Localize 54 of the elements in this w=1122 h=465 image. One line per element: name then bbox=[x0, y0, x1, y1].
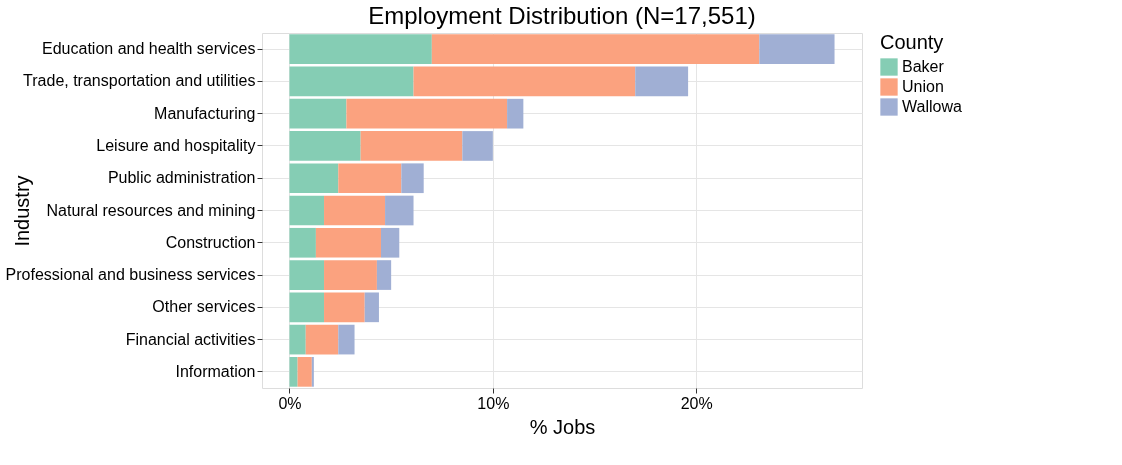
bar bbox=[360, 131, 463, 161]
bar bbox=[380, 227, 400, 258]
bar bbox=[289, 260, 325, 290]
bar bbox=[376, 260, 392, 290]
bar bbox=[364, 292, 379, 323]
y-tick-label: Information bbox=[175, 362, 256, 380]
y-tick-label: Public administration bbox=[107, 169, 256, 187]
bar bbox=[289, 292, 325, 323]
bar bbox=[289, 357, 298, 387]
y-tick-label: Manufacturing bbox=[154, 104, 256, 122]
bar bbox=[462, 131, 493, 161]
bar bbox=[338, 163, 402, 194]
bar bbox=[507, 98, 524, 129]
legend-label: Baker bbox=[902, 58, 945, 75]
y-tick-label: Other services bbox=[152, 298, 256, 316]
x-axis-title: % Jobs bbox=[529, 415, 596, 438]
x-tick-label: 10% bbox=[477, 394, 510, 412]
bar bbox=[401, 163, 424, 194]
y-tick-label: Professional and business services bbox=[5, 266, 256, 284]
bar bbox=[289, 98, 347, 129]
bar bbox=[289, 324, 306, 355]
chart-title: Employment Distribution (N=17,551) bbox=[368, 2, 756, 29]
bar bbox=[297, 357, 312, 387]
bar bbox=[413, 66, 636, 97]
bar bbox=[289, 34, 432, 64]
y-tick-label: Leisure and hospitality bbox=[96, 136, 256, 154]
y-tick-label: Natural resources and mining bbox=[46, 201, 256, 219]
bar bbox=[324, 260, 377, 290]
bar bbox=[289, 66, 414, 97]
y-tick-label: Construction bbox=[165, 233, 256, 251]
bar bbox=[305, 324, 339, 355]
bar bbox=[346, 98, 508, 129]
bar bbox=[324, 292, 365, 323]
legend-label: Wallowa bbox=[902, 98, 962, 115]
x-tick-label: 0% bbox=[278, 394, 302, 412]
bar bbox=[311, 357, 314, 387]
bar bbox=[289, 131, 361, 161]
bar bbox=[315, 227, 381, 258]
x-tick-label: 20% bbox=[680, 394, 713, 412]
y-tick-label: Trade, transportation and utilities bbox=[23, 72, 256, 90]
legend-label: Union bbox=[902, 78, 944, 95]
y-tick-label: Education and health services bbox=[42, 40, 256, 58]
legend-title: County bbox=[880, 31, 944, 53]
bar bbox=[324, 195, 386, 226]
y-axis-title: Industry bbox=[10, 175, 33, 247]
bar bbox=[289, 195, 325, 226]
y-tick-label: Financial activities bbox=[125, 330, 256, 348]
bar bbox=[338, 324, 355, 355]
bar bbox=[385, 195, 414, 226]
bar bbox=[289, 163, 339, 194]
bar bbox=[759, 34, 835, 64]
bar bbox=[431, 34, 760, 64]
bar bbox=[289, 227, 316, 258]
bar bbox=[635, 66, 689, 97]
